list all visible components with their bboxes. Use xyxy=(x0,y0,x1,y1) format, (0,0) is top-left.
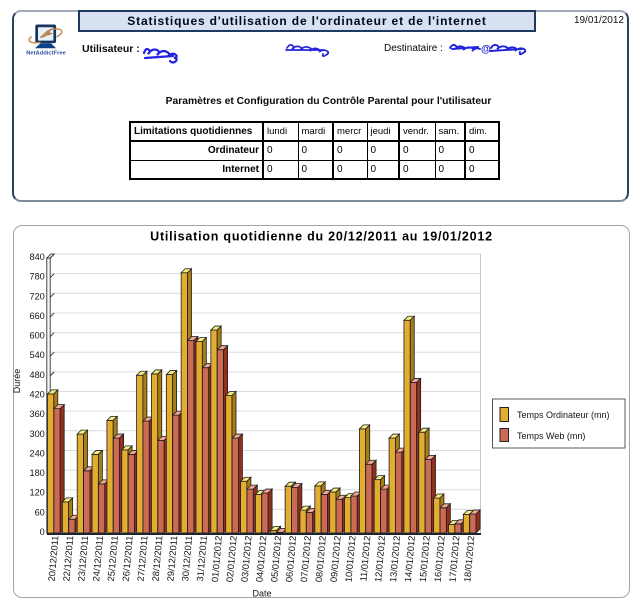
svg-text:60: 60 xyxy=(35,507,45,517)
svg-text:17/01/2012: 17/01/2012 xyxy=(447,535,461,582)
svg-text:31/12/2011: 31/12/2011 xyxy=(195,535,209,582)
svg-text:27/12/2011: 27/12/2011 xyxy=(136,535,150,582)
svg-text:Durée: Durée xyxy=(12,369,22,394)
svg-text:Temps Ordinateur (mn): Temps Ordinateur (mn) xyxy=(517,410,610,420)
svg-text:22/12/2011: 22/12/2011 xyxy=(61,535,75,582)
svg-text:Date: Date xyxy=(252,589,271,599)
svg-text:600: 600 xyxy=(29,331,44,341)
svg-text:07/01/2012: 07/01/2012 xyxy=(299,535,313,582)
svg-text:29/12/2011: 29/12/2011 xyxy=(165,535,179,582)
svg-text:11/01/2012: 11/01/2012 xyxy=(358,535,372,582)
svg-text:02/01/2012: 02/01/2012 xyxy=(225,535,239,582)
svg-text:@: @ xyxy=(481,44,491,55)
svg-text:660: 660 xyxy=(29,311,44,321)
svg-text:180: 180 xyxy=(29,468,44,478)
svg-text:20/12/2011: 20/12/2011 xyxy=(47,535,61,582)
svg-text:0: 0 xyxy=(40,527,45,537)
svg-text:240: 240 xyxy=(29,448,44,458)
svg-text:24/12/2011: 24/12/2011 xyxy=(91,535,105,582)
svg-text:12/01/2012: 12/01/2012 xyxy=(373,535,387,582)
svg-text:840: 840 xyxy=(29,252,44,262)
svg-text:Temps Web (mn): Temps Web (mn) xyxy=(517,431,585,441)
svg-text:01/01/2012: 01/01/2012 xyxy=(210,535,224,582)
svg-text:540: 540 xyxy=(29,350,44,360)
svg-text:23/12/2011: 23/12/2011 xyxy=(76,535,90,582)
svg-text:120: 120 xyxy=(29,488,44,498)
svg-text:14/01/2012: 14/01/2012 xyxy=(403,535,417,582)
svg-text:13/01/2012: 13/01/2012 xyxy=(388,535,402,582)
svg-text:04/01/2012: 04/01/2012 xyxy=(254,535,268,582)
svg-text:300: 300 xyxy=(29,429,44,439)
svg-text:09/01/2012: 09/01/2012 xyxy=(329,535,343,582)
svg-text:360: 360 xyxy=(29,409,44,419)
svg-text:05/01/2012: 05/01/2012 xyxy=(269,535,283,582)
svg-text:16/01/2012: 16/01/2012 xyxy=(433,535,447,582)
svg-text:780: 780 xyxy=(29,272,44,282)
svg-text:420: 420 xyxy=(29,390,44,400)
svg-text:720: 720 xyxy=(29,291,44,301)
svg-text:30/12/2011: 30/12/2011 xyxy=(180,535,194,582)
svg-text:NetAddictFree: NetAddictFree xyxy=(26,51,66,57)
svg-text:08/01/2012: 08/01/2012 xyxy=(314,535,328,582)
svg-text:Utilisation quotidienne du 20/: Utilisation quotidienne du 20/12/2011 au… xyxy=(150,230,493,244)
svg-text:15/01/2012: 15/01/2012 xyxy=(418,535,432,582)
svg-text:18/01/2012: 18/01/2012 xyxy=(462,535,476,582)
svg-text:10/01/2012: 10/01/2012 xyxy=(344,535,358,582)
svg-text:480: 480 xyxy=(29,370,44,380)
svg-text:06/01/2012: 06/01/2012 xyxy=(284,535,298,582)
svg-text:03/01/2012: 03/01/2012 xyxy=(240,535,254,582)
svg-text:25/12/2011: 25/12/2011 xyxy=(106,535,120,582)
svg-text:28/12/2011: 28/12/2011 xyxy=(150,535,164,582)
svg-text:26/12/2011: 26/12/2011 xyxy=(121,535,135,582)
